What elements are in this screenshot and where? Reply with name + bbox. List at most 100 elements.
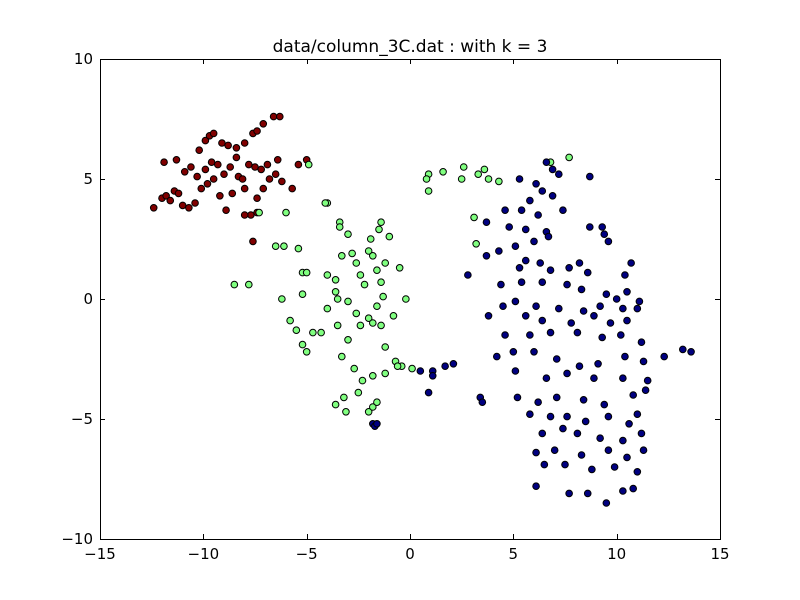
cluster-1-point <box>245 160 253 169</box>
cluster-2-point <box>364 314 373 323</box>
cluster-2-point <box>344 297 352 306</box>
cluster-1-point <box>197 184 206 193</box>
cluster-1-point <box>294 160 303 169</box>
cluster-3-point <box>428 372 437 380</box>
cluster-1-point <box>265 175 274 183</box>
cluster-1-point <box>240 211 249 219</box>
cluster-2-point <box>282 208 290 217</box>
x-tick-label: −10 <box>188 545 220 563</box>
cluster-1-point <box>162 192 170 200</box>
cluster-3-point <box>596 302 604 311</box>
cluster-3-point <box>517 206 526 214</box>
cluster-3-point <box>416 367 425 375</box>
cluster-2-point <box>344 336 352 344</box>
cluster-1-point <box>226 163 234 171</box>
cluster-2-point <box>459 163 468 171</box>
cluster-3-point <box>588 465 596 474</box>
cluster-3-point <box>604 237 613 246</box>
cluster-2-point <box>321 199 330 207</box>
cluster-3-point <box>623 453 631 462</box>
cluster-1-point <box>209 129 218 138</box>
cluster-1-point <box>222 206 230 214</box>
cluster-2-point <box>402 295 410 303</box>
cluster-2-point <box>358 376 367 385</box>
cluster-3-point <box>499 302 507 311</box>
cluster-2-point <box>338 352 346 361</box>
cluster-1-point <box>276 112 284 121</box>
cluster-2-point <box>385 232 394 241</box>
cluster-3-point <box>530 237 538 246</box>
cluster-2-point <box>389 312 398 320</box>
cluster-3-point <box>600 400 609 409</box>
cluster-1-point <box>247 211 255 219</box>
cluster-1-point <box>224 141 232 150</box>
cluster-1-point <box>203 180 212 188</box>
cluster-2-point <box>360 280 369 289</box>
cluster-2-point <box>364 247 373 255</box>
cluster-2-point <box>344 230 352 238</box>
cluster-1-point <box>178 201 187 210</box>
cluster-3-point <box>546 412 555 421</box>
cluster-2-point <box>331 400 340 409</box>
cluster-3-point <box>478 398 487 407</box>
cluster-1-point <box>149 204 158 212</box>
cluster-3-point <box>559 206 567 214</box>
cluster-3-point <box>501 331 509 339</box>
cluster-3-point <box>521 225 530 234</box>
cluster-3-point <box>577 285 586 294</box>
cluster-1-point <box>216 192 224 200</box>
cluster-3-point <box>482 218 491 226</box>
cluster-1-point <box>273 156 282 164</box>
cluster-2-point <box>350 364 359 373</box>
cluster-2-point <box>373 266 381 275</box>
cluster-2-point <box>335 223 344 231</box>
cluster-3-point <box>619 436 627 445</box>
cluster-3-point <box>623 316 631 325</box>
cluster-3-point <box>538 429 547 438</box>
cluster-3-point <box>594 360 602 368</box>
cluster-3-point <box>586 223 594 231</box>
cluster-2-point <box>470 213 478 222</box>
cluster-3-point <box>641 386 650 395</box>
cluster-3-point <box>687 348 695 356</box>
cluster-1-point <box>253 194 261 202</box>
cluster-3-point <box>600 230 609 238</box>
cluster-3-point <box>579 396 588 404</box>
cluster-1-point <box>174 189 183 198</box>
cluster-3-point <box>509 348 518 356</box>
cluster-3-point <box>441 362 449 371</box>
cluster-1-point <box>172 156 181 164</box>
cluster-2-point <box>395 264 404 272</box>
cluster-1-point <box>207 158 216 166</box>
cluster-2-point <box>381 259 390 267</box>
cluster-3-point <box>563 412 571 421</box>
cluster-2-point <box>331 288 340 296</box>
cluster-2-point <box>375 225 383 234</box>
cluster-1-point <box>257 165 266 174</box>
cluster-2-point <box>457 175 466 183</box>
y-tick-label: −5 <box>71 410 93 428</box>
cluster-3-point <box>621 271 629 279</box>
y-tick-label: −10 <box>61 530 93 548</box>
cluster-2-point <box>298 340 307 349</box>
cluster-3-point <box>511 242 520 250</box>
cluster-1-point <box>238 175 247 183</box>
cluster-2-point <box>348 249 356 258</box>
cluster-2-point <box>422 175 431 183</box>
cluster-1-point <box>220 170 228 178</box>
cluster-2-point <box>286 316 294 325</box>
cluster-1-point <box>185 204 193 212</box>
cluster-2-point <box>354 388 363 397</box>
cluster-3-point <box>521 256 530 265</box>
cluster-3-point <box>538 316 547 325</box>
cluster-3-point <box>567 319 576 327</box>
cluster-2-point <box>373 302 381 311</box>
cluster-2-point <box>408 364 416 373</box>
cluster-3-point <box>424 388 433 397</box>
cluster-3-point <box>517 278 526 287</box>
cluster-3-point <box>495 247 503 255</box>
cluster-1-point <box>269 112 278 121</box>
cluster-1-point <box>201 136 210 145</box>
cluster-3-point <box>643 376 652 385</box>
cluster-2-point <box>304 160 313 169</box>
